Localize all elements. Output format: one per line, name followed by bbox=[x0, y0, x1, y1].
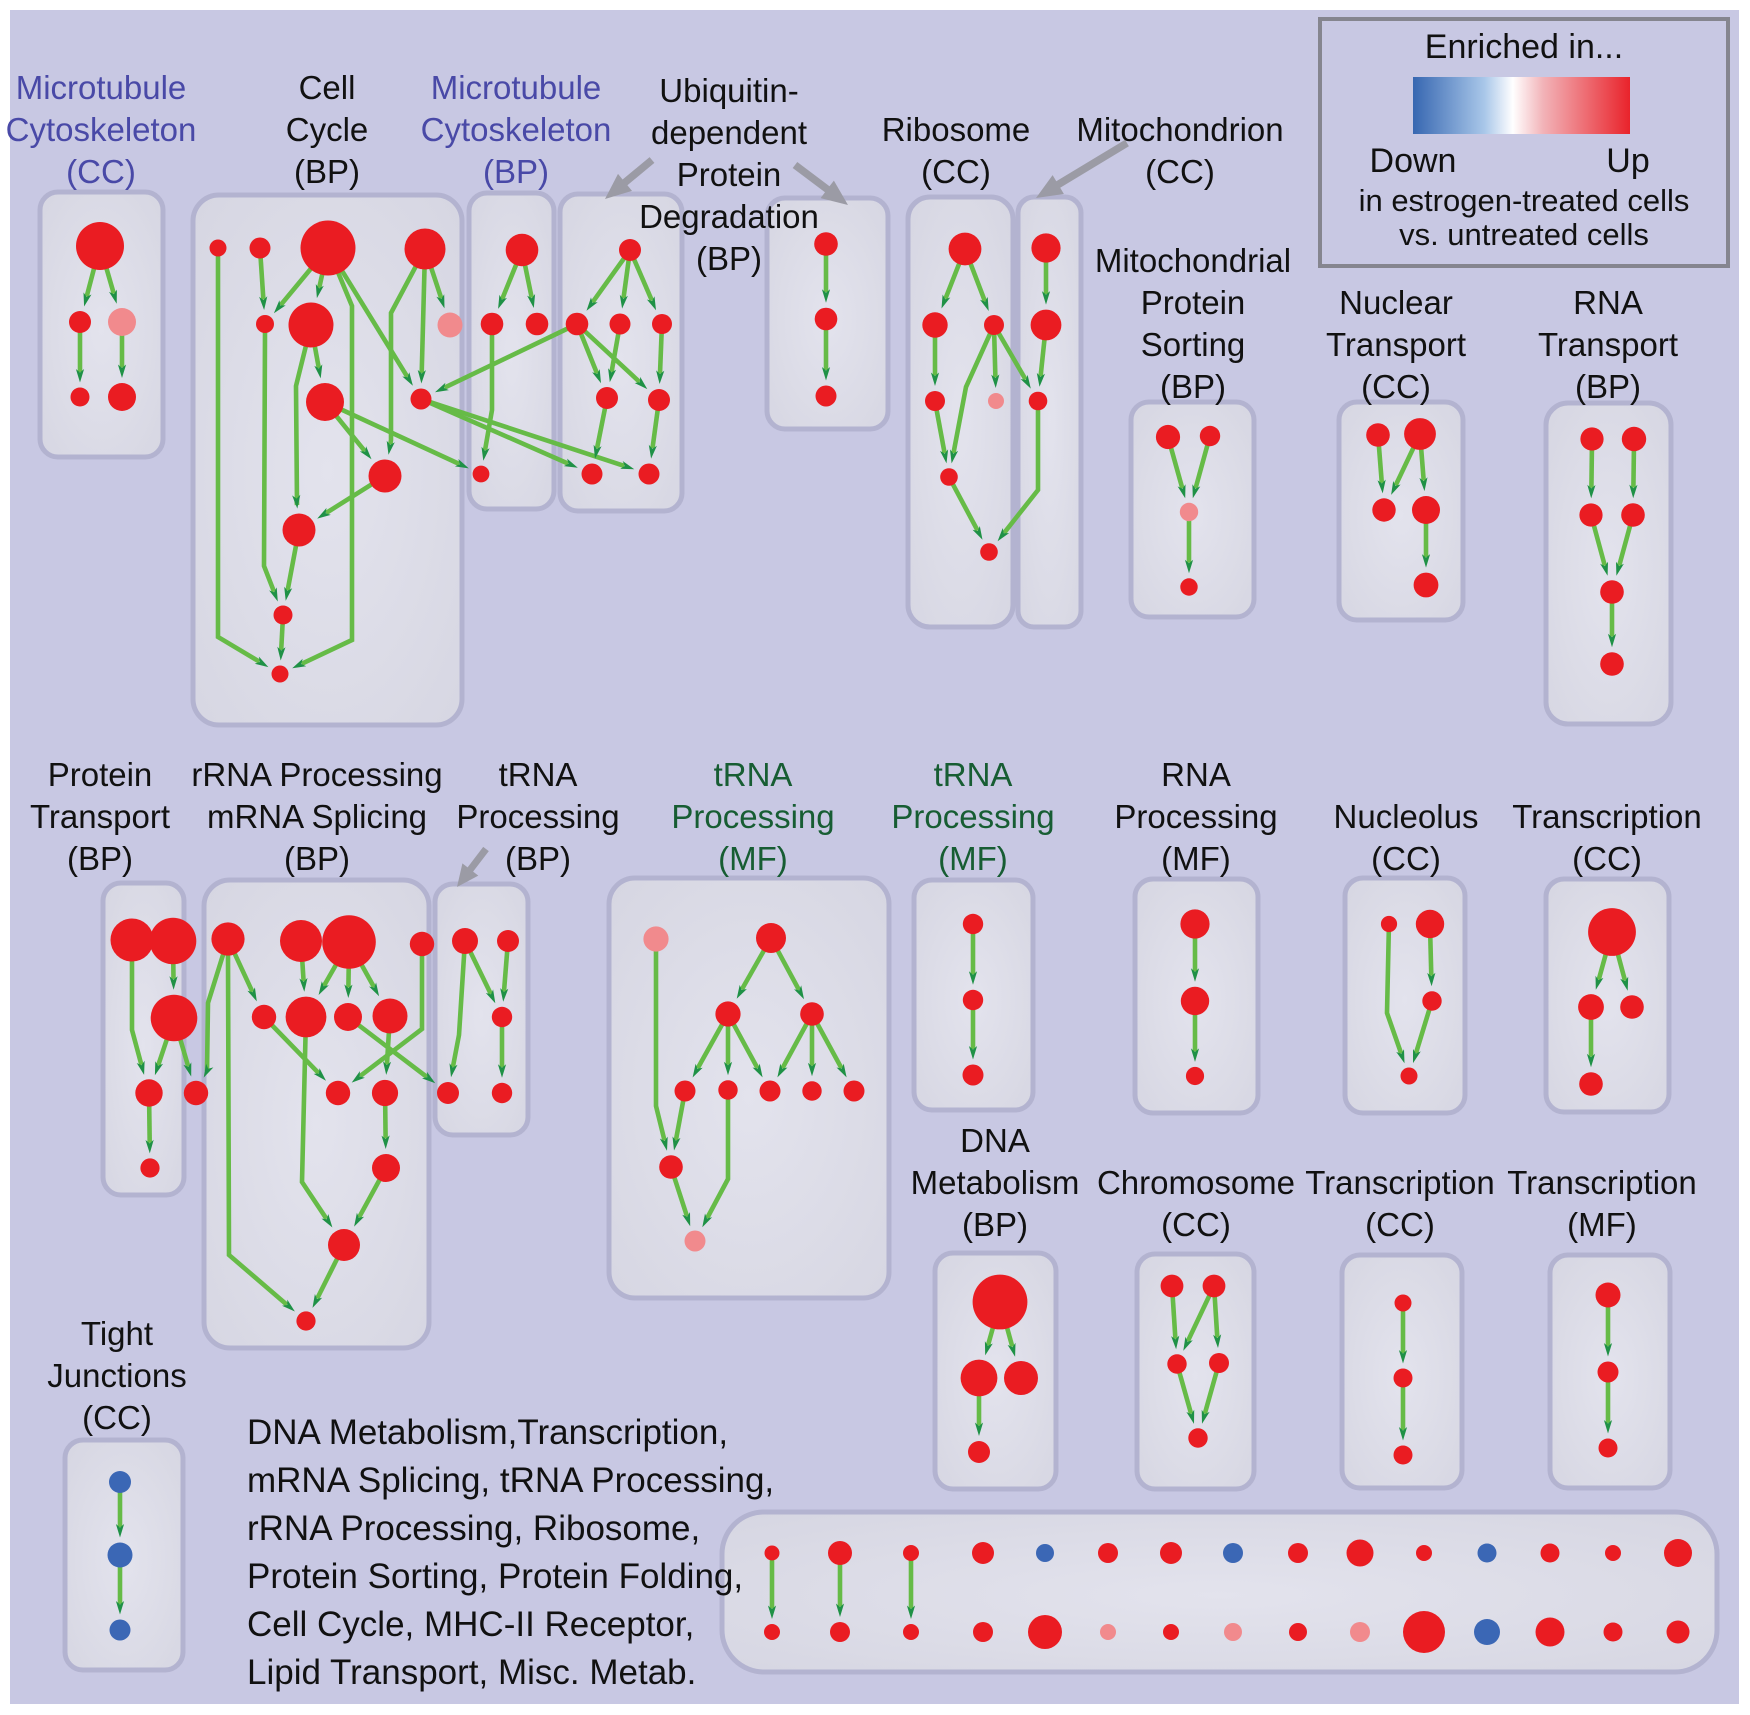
svg-text:tRNA: tRNA bbox=[934, 756, 1013, 793]
svg-text:(BP): (BP) bbox=[294, 153, 360, 190]
svg-text:(CC): (CC) bbox=[82, 1399, 152, 1436]
svg-text:Transport: Transport bbox=[1326, 326, 1466, 363]
svg-text:(CC): (CC) bbox=[66, 153, 136, 190]
svg-text:(BP): (BP) bbox=[505, 840, 571, 877]
svg-text:rRNA Processing: rRNA Processing bbox=[191, 756, 442, 793]
svg-text:Tight: Tight bbox=[81, 1315, 153, 1352]
svg-text:Lipid Transport, Misc. Metab.: Lipid Transport, Misc. Metab. bbox=[247, 1653, 696, 1692]
svg-text:Microtubule: Microtubule bbox=[431, 69, 602, 106]
svg-text:(MF): (MF) bbox=[1567, 1206, 1637, 1243]
svg-text:Transport: Transport bbox=[30, 798, 170, 835]
svg-text:Transcription: Transcription bbox=[1507, 1164, 1697, 1201]
svg-text:Protein Sorting, Protein Foldi: Protein Sorting, Protein Folding, bbox=[247, 1557, 743, 1596]
svg-text:(CC): (CC) bbox=[1371, 840, 1441, 877]
svg-text:tRNA: tRNA bbox=[499, 756, 578, 793]
svg-text:(BP): (BP) bbox=[1575, 368, 1641, 405]
svg-text:Chromosome: Chromosome bbox=[1097, 1164, 1295, 1201]
svg-text:(CC): (CC) bbox=[1361, 368, 1431, 405]
svg-text:DNA Metabolism,Transcription,: DNA Metabolism,Transcription, bbox=[247, 1413, 728, 1452]
svg-text:Mitochondrion: Mitochondrion bbox=[1076, 111, 1283, 148]
svg-text:Junctions: Junctions bbox=[47, 1357, 186, 1394]
svg-text:(MF): (MF) bbox=[1161, 840, 1231, 877]
svg-text:Mitochondrial: Mitochondrial bbox=[1095, 242, 1291, 279]
svg-text:Ribosome: Ribosome bbox=[882, 111, 1031, 148]
svg-text:(BP): (BP) bbox=[696, 240, 762, 277]
svg-text:(BP): (BP) bbox=[284, 840, 350, 877]
svg-text:Transport: Transport bbox=[1538, 326, 1678, 363]
svg-text:Protein: Protein bbox=[1141, 284, 1246, 321]
svg-text:Processing: Processing bbox=[1114, 798, 1277, 835]
svg-text:(BP): (BP) bbox=[1160, 368, 1226, 405]
svg-text:(CC): (CC) bbox=[1161, 1206, 1231, 1243]
svg-text:RNA: RNA bbox=[1573, 284, 1643, 321]
svg-text:dependent: dependent bbox=[651, 114, 807, 151]
svg-text:Down: Down bbox=[1370, 142, 1457, 180]
svg-text:(MF): (MF) bbox=[938, 840, 1008, 877]
svg-text:mRNA Splicing, tRNA Processing: mRNA Splicing, tRNA Processing, bbox=[247, 1461, 774, 1500]
svg-text:mRNA Splicing: mRNA Splicing bbox=[207, 798, 427, 835]
svg-text:vs. untreated cells: vs. untreated cells bbox=[1399, 217, 1649, 252]
svg-text:RNA: RNA bbox=[1161, 756, 1231, 793]
svg-text:Sorting: Sorting bbox=[1141, 326, 1246, 363]
svg-text:Cytoskeleton: Cytoskeleton bbox=[421, 111, 612, 148]
svg-text:tRNA: tRNA bbox=[714, 756, 793, 793]
svg-text:Ubiquitin-: Ubiquitin- bbox=[659, 72, 798, 109]
svg-text:(CC): (CC) bbox=[1145, 153, 1215, 190]
svg-text:Processing: Processing bbox=[456, 798, 619, 835]
svg-text:rRNA Processing, Ribosome,: rRNA Processing, Ribosome, bbox=[247, 1509, 700, 1548]
svg-text:(BP): (BP) bbox=[67, 840, 133, 877]
svg-text:Cycle: Cycle bbox=[286, 111, 369, 148]
svg-text:Up: Up bbox=[1606, 142, 1649, 180]
svg-text:Cytoskeleton: Cytoskeleton bbox=[6, 111, 197, 148]
svg-text:(MF): (MF) bbox=[718, 840, 788, 877]
svg-text:in estrogen-treated cells: in estrogen-treated cells bbox=[1359, 183, 1690, 218]
svg-text:Processing: Processing bbox=[891, 798, 1054, 835]
svg-text:Protein: Protein bbox=[48, 756, 153, 793]
svg-text:(BP): (BP) bbox=[962, 1206, 1028, 1243]
svg-text:Cell Cycle, MHC-II Receptor,: Cell Cycle, MHC-II Receptor, bbox=[247, 1605, 694, 1644]
svg-text:(BP): (BP) bbox=[483, 153, 549, 190]
svg-text:Nucleolus: Nucleolus bbox=[1334, 798, 1479, 835]
svg-text:DNA: DNA bbox=[960, 1122, 1030, 1159]
svg-text:Cell: Cell bbox=[299, 69, 356, 106]
svg-text:Microtubule: Microtubule bbox=[16, 69, 187, 106]
svg-text:Nuclear: Nuclear bbox=[1339, 284, 1453, 321]
svg-text:(CC): (CC) bbox=[1572, 840, 1642, 877]
svg-text:Protein: Protein bbox=[677, 156, 782, 193]
svg-text:Transcription: Transcription bbox=[1512, 798, 1702, 835]
svg-text:Processing: Processing bbox=[671, 798, 834, 835]
svg-text:(CC): (CC) bbox=[1365, 1206, 1435, 1243]
svg-text:Degradation: Degradation bbox=[639, 198, 819, 235]
svg-text:Enriched in...: Enriched in... bbox=[1425, 28, 1623, 66]
svg-text:Metabolism: Metabolism bbox=[911, 1164, 1080, 1201]
svg-text:Transcription: Transcription bbox=[1305, 1164, 1495, 1201]
svg-text:(CC): (CC) bbox=[921, 153, 991, 190]
